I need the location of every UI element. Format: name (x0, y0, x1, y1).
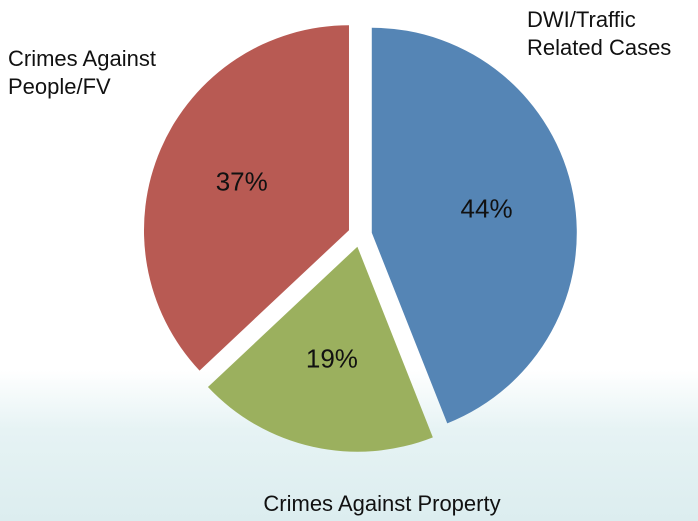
value-label: 37% (216, 167, 268, 197)
value-label: 19% (306, 344, 358, 374)
pie-slice (143, 25, 349, 371)
category-label: Crimes Against People/FV (8, 46, 156, 99)
pie-slice (207, 246, 433, 452)
pie-slice (371, 27, 577, 424)
value-label: 44% (461, 194, 513, 224)
category-label: Crimes Against Property (263, 491, 501, 516)
category-label: DWI/Traffic Related Cases (527, 7, 672, 60)
